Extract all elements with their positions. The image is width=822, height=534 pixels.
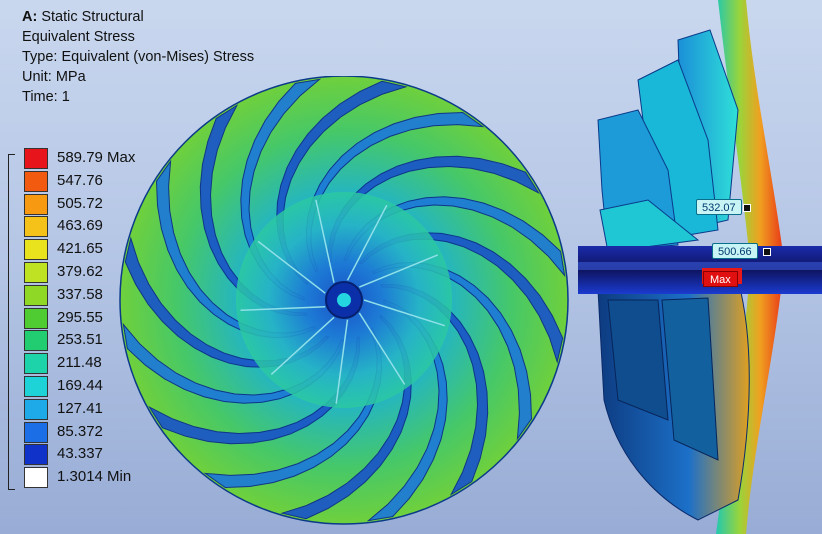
lower-blade-1 (607, 299, 669, 421)
max-label[interactable]: Max (703, 271, 738, 287)
legend-swatch (24, 239, 48, 261)
probe-marker-1 (743, 204, 751, 212)
lower-blade-2 (661, 297, 719, 461)
analysis-title: A: Static Structural (22, 7, 254, 27)
legend-swatch (24, 467, 48, 489)
legend-swatch (24, 398, 48, 420)
result-type: Type: Equivalent (von-Mises) Stress (22, 49, 255, 65)
result-unit: Unit: MPa (22, 69, 86, 85)
inducer-edge (363, 299, 446, 327)
legend-swatch (24, 262, 48, 283)
legend-label: 337.58 (57, 285, 103, 303)
probe-label-1[interactable]: 532.07 (696, 199, 742, 215)
inducer-edge (315, 199, 335, 283)
legend-swatch (24, 284, 48, 306)
legend-label: 253.51 (57, 331, 103, 349)
legend-label: 379.62 (57, 263, 103, 280)
legend-label: 505.72 (57, 194, 103, 212)
legend-label: 169.44 (57, 377, 103, 394)
legend-swatch (24, 148, 48, 169)
impeller-front-view[interactable] (118, 76, 578, 534)
analysis-system: Static Structural (41, 9, 144, 25)
inducer-edge (359, 254, 438, 288)
legend-label: 547.76 (57, 171, 103, 189)
result-info-block: A: Static Structural Equivalent Stress T… (22, 7, 254, 107)
hub-bore (335, 291, 353, 309)
legend-label: 463.69 (57, 217, 103, 235)
splitter-group (240, 199, 446, 404)
probe-marker-2 (763, 248, 771, 256)
legend-swatch (24, 376, 48, 397)
legend-label: 589.79 Max (57, 149, 136, 166)
legend-label: 127.41 (57, 399, 103, 417)
upper-blade-4 (599, 199, 700, 253)
inducer-edge (240, 306, 326, 312)
legend-swatch (24, 353, 48, 375)
legend-bracket (8, 154, 15, 490)
inducer-edge (346, 204, 388, 281)
legend-label: 43.337 (57, 445, 103, 463)
analysis-prefix: A: (22, 9, 38, 25)
inducer-edge (270, 316, 335, 375)
legend-swatch (24, 170, 48, 192)
legend-swatch (24, 193, 48, 215)
contour-legend[interactable]: 589.79 Max 547.76 505.72 463.69 421.65 379.62… (8, 146, 178, 500)
probe-label-2[interactable]: 500.66 (712, 243, 758, 259)
impeller-side-view[interactable] (578, 0, 822, 534)
legend-label: 295.55 (57, 308, 103, 326)
legend-swatch (24, 444, 48, 466)
legend-label: 421.65 (57, 240, 103, 258)
shaft-highlight (578, 262, 822, 270)
legend-label: 85.372 (57, 422, 103, 440)
probe-value-2: 500.66 (718, 246, 752, 258)
probe-value-1: 532.07 (702, 202, 736, 214)
inducer-edge (358, 312, 406, 385)
legend-swatch (24, 330, 48, 352)
max-label-text: Max (710, 274, 731, 286)
legend-label: 1.3014 Min (57, 468, 132, 486)
legend-swatch (24, 216, 48, 238)
inducer-edge (257, 240, 326, 294)
inducer-edge (335, 319, 349, 404)
legend-swatch (24, 307, 48, 329)
legend-label: 211.48 (57, 354, 102, 372)
legend-swatch (24, 421, 48, 443)
result-name: Equivalent Stress (22, 29, 135, 45)
result-time: Time: 1 (22, 89, 70, 105)
